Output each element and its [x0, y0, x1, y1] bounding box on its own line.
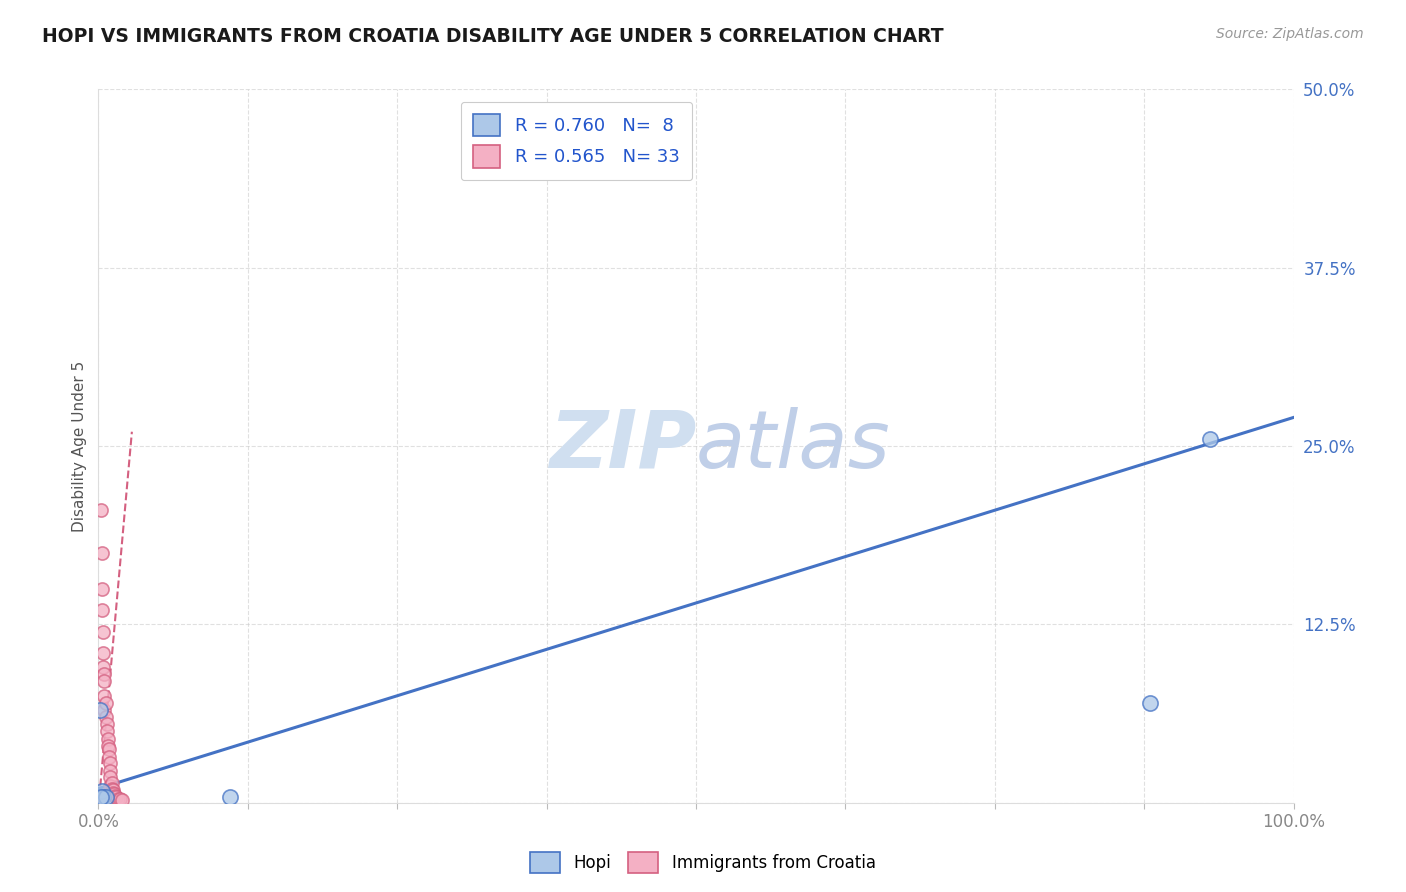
Point [104, 789, 127, 803]
Point [1199, 432, 1222, 446]
Point [96, 717, 118, 731]
Point [100, 776, 122, 790]
Point [96, 724, 118, 739]
Legend: Hopi, Immigrants from Croatia: Hopi, Immigrants from Croatia [524, 846, 882, 880]
Point [111, 793, 134, 807]
Point [98, 741, 121, 756]
Point [101, 783, 124, 797]
Point [91, 646, 114, 660]
Point [91, 784, 114, 798]
Text: Source: ZipAtlas.com: Source: ZipAtlas.com [1216, 27, 1364, 41]
Point [91, 790, 114, 805]
Point [93, 703, 115, 717]
Point [98, 779, 122, 793]
Text: atlas: atlas [696, 407, 891, 485]
Text: HOPI VS IMMIGRANTS FROM CROATIA DISABILITY AGE UNDER 5 CORRELATION CHART: HOPI VS IMMIGRANTS FROM CROATIA DISABILI… [42, 27, 943, 45]
Point [91, 603, 114, 617]
Point [108, 791, 131, 805]
Text: ZIP: ZIP [548, 407, 696, 485]
Point [91, 624, 114, 639]
Point [107, 791, 129, 805]
Point [89, 703, 111, 717]
Point [90, 790, 112, 805]
Point [93, 674, 115, 689]
Point [97, 739, 120, 753]
Point [91, 546, 114, 560]
Point [93, 667, 115, 681]
Point [90, 503, 112, 517]
Point [1139, 696, 1161, 710]
Legend: R = 0.760   N=  8, R = 0.565   N= 33: R = 0.760 N= 8, R = 0.565 N= 33 [461, 102, 692, 180]
Point [105, 790, 128, 805]
Point [94, 696, 117, 710]
Point [219, 790, 242, 805]
Y-axis label: Disability Age Under 5: Disability Age Under 5 [72, 360, 87, 532]
Point [91, 660, 114, 674]
Point [100, 781, 122, 796]
Point [98, 764, 122, 779]
Point [93, 689, 115, 703]
Point [98, 750, 121, 764]
Point [101, 786, 124, 800]
Point [94, 710, 117, 724]
Point [91, 582, 114, 596]
Point [98, 756, 122, 770]
Point [98, 770, 122, 784]
Point [103, 787, 125, 801]
Point [94, 790, 117, 805]
Point [97, 731, 120, 746]
